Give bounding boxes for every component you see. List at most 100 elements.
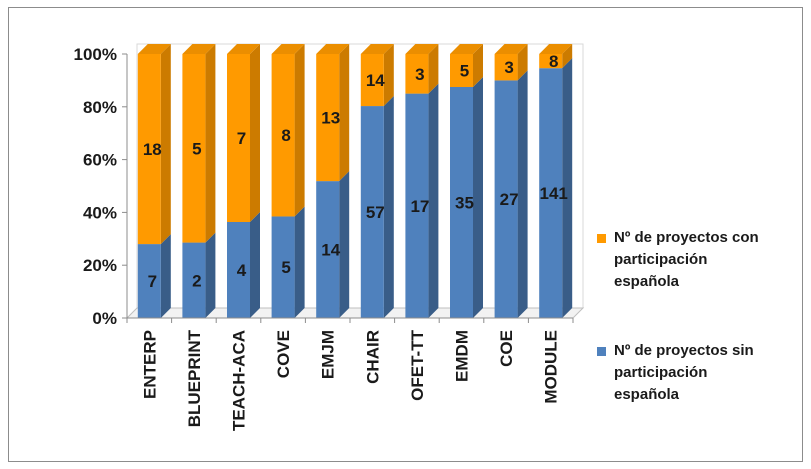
bar-segment-con-side [205,44,216,243]
y-tick-label: 80% [83,98,117,117]
data-label-sin: 5 [281,258,290,277]
legend-label-con-line3: española [614,273,680,290]
bar-segment-sin-side [473,77,483,318]
bar-group: 35 5 [450,44,483,318]
bar-segment-con-top [271,44,305,54]
x-tick-label: CHAIR [363,330,382,384]
bar-segment-con [494,54,518,81]
bar-segment-sin-side [517,70,528,319]
bar-segment-con-side [428,44,439,94]
bar-segment-sin-side [205,232,216,318]
data-label-con: 3 [415,65,424,84]
bar-segment-con-side [473,44,483,87]
data-label-sin: 14 [321,241,340,260]
data-label-sin: 4 [237,261,247,280]
x-tick-label: OFET-TT [408,329,427,400]
bar-group: 25 [182,44,216,318]
bar-segment-sin [360,106,384,318]
y-tick-label: 60% [83,151,117,170]
bar-segment-sin-side [160,234,171,318]
x-tick-label: MODULE [542,330,561,404]
bar-segment-con [271,54,295,217]
bar-segment-sin-side [562,58,573,318]
bar-segment-sin-side [339,171,350,318]
bar-segment-con [182,54,206,243]
legend-swatch-con [597,234,606,243]
x-tick-label: BLUEPRINT [185,329,204,427]
bar-segment-con [227,54,250,222]
data-label-sin: 2 [192,271,201,290]
bar-segment-sin [227,222,250,318]
x-axis: ENTERP BLUEPRINT TEACH-ACA COVE EMJM CHAIR OFE… [126,317,574,431]
data-label-sin: 35 [455,194,474,213]
legend-label-sin-line1: Nº de proyectos sin [614,342,754,359]
data-label-con: 5 [192,139,201,158]
legend-label-con-line2: participación [614,251,707,268]
bar-segment-sin [137,244,161,318]
bar-segment-con-side [562,44,573,69]
data-label-con: 13 [321,109,340,128]
bar-group: 17 3 [405,44,439,318]
bar-group: 7 18 [137,44,171,318]
data-label-con: 18 [143,140,162,159]
bar-group: 14 13 [316,44,350,318]
data-label-con: 8 [549,52,558,71]
bar-segment-con-top [494,44,528,54]
bar-segment-con [405,54,429,94]
data-label-con: 5 [460,62,469,81]
bar-segment-sin-side [294,206,305,318]
bar-segment-con [137,54,161,245]
bar-segment-con-side [294,44,305,217]
bar-segment-con-side [250,44,260,222]
x-tick-label: TEACH-ACA [230,330,249,431]
y-tick-label: 100% [74,45,117,64]
data-label-sin: 27 [500,190,519,209]
bar-group: 141 8 [539,44,573,318]
bar-segment-con-side [160,44,171,245]
bar-group: 58 [271,44,305,318]
bar-segment-con-top [137,44,171,54]
bar-segment-sin [539,68,563,318]
legend-label-sin-line3: española [614,386,680,403]
bar-segment-con [316,54,340,182]
legend-swatch-sin [597,347,606,356]
data-label-con: 3 [504,58,513,77]
bar-segment-sin [405,93,429,318]
bar-segment-con-top [450,44,483,54]
legend-item-con: Nº de proyectos con participación españo… [597,229,759,290]
x-tick-label: EMJM [319,330,338,379]
bar-segment-con [360,54,384,107]
x-tick-label: ENTERP [140,330,159,399]
data-label-sin: 57 [366,203,385,222]
stacked-bar-chart: 0%20%40%60%80%100% 718254758141357141733… [74,43,759,431]
bar-group: 47 [227,44,260,318]
bar-segment-con-side [517,44,528,81]
bar-segment-con-top [405,44,439,54]
y-axis: 0% 20% 40% 60% 80% 100% [74,45,128,328]
bar-group: 57 14 [360,44,394,318]
bar-segment-con-side [339,44,350,182]
legend: Nº de proyectos con participación españo… [597,229,759,403]
legend-label-con-line1: Nº de proyectos con [614,229,759,246]
bar-segment-con [450,54,473,87]
bar-segment-sin-side [428,83,439,318]
bar-segment-con [539,54,563,69]
bar-segment-sin [450,87,473,318]
bar-segment-sin [182,242,206,318]
bar-segment-con-top [182,44,216,54]
data-label-con: 7 [237,129,246,148]
bar-segment-sin [271,216,295,318]
bar-group: 27 3 [494,44,528,319]
x-tick-label: COVE [274,330,293,378]
x-tick-label: COE [497,330,516,367]
bar-segment-con-side [383,44,394,107]
bar-segment-con-top [316,44,350,54]
bar-segment-con-top [539,44,573,54]
bar-segment-sin [494,80,518,319]
data-label-con: 8 [281,126,290,145]
bar-segment-sin-side [383,96,394,318]
y-tick-label: 40% [83,203,117,222]
x-tick-label: EMDM [453,330,472,382]
y-tick-label: 20% [83,256,117,275]
